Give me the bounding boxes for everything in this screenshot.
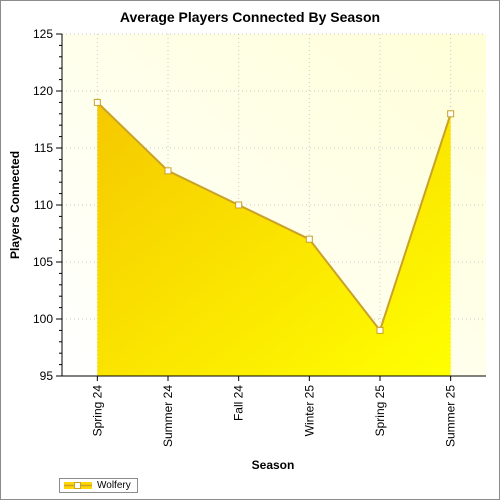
series-area bbox=[96, 101, 452, 377]
y-tick-labels: 95 100 105 110 115 120 125 bbox=[33, 27, 53, 383]
legend-swatch bbox=[64, 482, 92, 489]
y-axis-title: Players Connected bbox=[8, 151, 22, 259]
data-point-5 bbox=[447, 110, 455, 118]
x-tick-labels: Spring 24 Summer 24 Fall 24 Winter 25 Spring… bbox=[90, 385, 457, 447]
x-tick-label-3: Winter 25 bbox=[302, 385, 316, 437]
data-point-4 bbox=[376, 326, 384, 334]
legend: Wolfery bbox=[59, 478, 138, 493]
y-tick-label-95: 95 bbox=[40, 369, 54, 383]
series-line bbox=[96, 101, 452, 333]
y-tick-label-120: 120 bbox=[33, 84, 53, 98]
x-axis-title: Season bbox=[252, 458, 295, 472]
data-point-0 bbox=[93, 98, 101, 106]
x-tick-label-0: Spring 24 bbox=[90, 385, 104, 437]
y-tick-label-115: 115 bbox=[34, 141, 53, 155]
axes bbox=[56, 33, 486, 381]
data-point-3 bbox=[305, 235, 313, 243]
y-tick-label-100: 100 bbox=[33, 312, 53, 326]
x-tick-label-2: Fall 24 bbox=[232, 385, 246, 421]
y-tick-label-125: 125 bbox=[33, 27, 53, 41]
x-tick-label-4: Spring 25 bbox=[373, 385, 387, 437]
x-tick-label-5: Summer 25 bbox=[444, 385, 458, 447]
y-tick-label-105: 105 bbox=[33, 255, 53, 269]
x-tick-label-1: Summer 24 bbox=[161, 385, 175, 447]
legend-label-wolfery: Wolfery bbox=[97, 480, 131, 491]
data-points bbox=[93, 98, 455, 334]
data-point-1 bbox=[164, 167, 172, 175]
chart-title: Average Players Connected By Season bbox=[120, 9, 380, 25]
data-point-2 bbox=[235, 201, 243, 209]
y-tick-label-110: 110 bbox=[34, 198, 53, 212]
